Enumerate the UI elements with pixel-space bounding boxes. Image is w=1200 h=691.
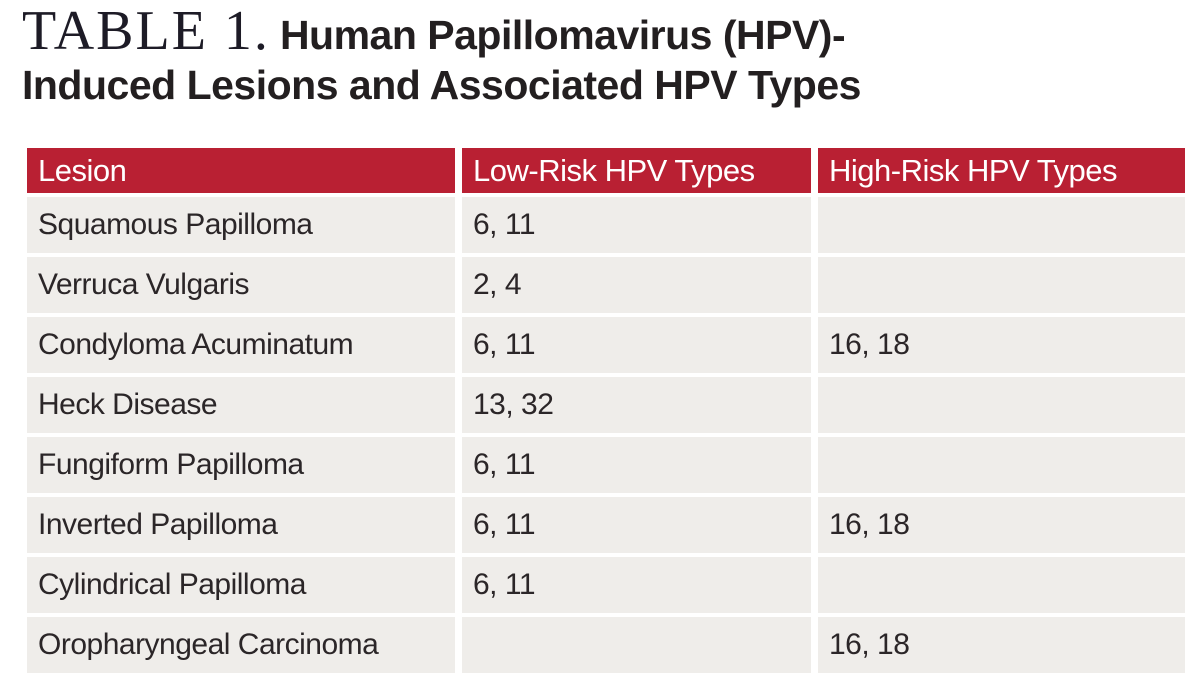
cell-lesion: Oropharyngeal Carcinoma xyxy=(27,617,455,673)
hpv-types-table: Lesion Low-Risk HPV Types High-Risk HPV … xyxy=(27,148,1185,673)
cell-lesion: Fungiform Papilloma xyxy=(27,437,455,493)
cell-lesion: Cylindrical Papilloma xyxy=(27,557,455,613)
header-cell-low-risk: Low-Risk HPV Types xyxy=(462,148,811,193)
cell-high-risk xyxy=(818,257,1185,313)
cell-low-risk xyxy=(462,617,811,673)
cell-lesion: Verruca Vulgaris xyxy=(27,257,455,313)
cell-high-risk xyxy=(818,197,1185,253)
cell-lesion: Squamous Papilloma xyxy=(27,197,455,253)
cell-lesion: Heck Disease xyxy=(27,377,455,433)
header-cell-high-risk: High-Risk HPV Types xyxy=(818,148,1185,193)
header-cell-lesion: Lesion xyxy=(27,148,455,193)
cell-lesion: Condyloma Acuminatum xyxy=(27,317,455,373)
cell-high-risk xyxy=(818,437,1185,493)
cell-lesion: Inverted Papilloma xyxy=(27,497,455,553)
cell-high-risk: 16, 18 xyxy=(818,617,1185,673)
cell-high-risk xyxy=(818,557,1185,613)
cell-high-risk: 16, 18 xyxy=(818,317,1185,373)
cell-high-risk: 16, 18 xyxy=(818,497,1185,553)
cell-low-risk: 6, 11 xyxy=(462,317,811,373)
cell-low-risk: 6, 11 xyxy=(462,497,811,553)
cell-high-risk xyxy=(818,377,1185,433)
table-caption: TABLE 1. Human Papillomavirus (HPV)- Indu… xyxy=(22,3,1172,110)
cell-low-risk: 6, 11 xyxy=(462,557,811,613)
table-title-line2: Induced Lesions and Associated HPV Types xyxy=(22,62,861,108)
cell-low-risk: 6, 11 xyxy=(462,437,811,493)
table-number-label: TABLE 1. xyxy=(22,0,270,62)
cell-low-risk: 2, 4 xyxy=(462,257,811,313)
cell-low-risk: 13, 32 xyxy=(462,377,811,433)
cell-low-risk: 6, 11 xyxy=(462,197,811,253)
table-title-line1: Human Papillomavirus (HPV)- xyxy=(279,12,846,58)
